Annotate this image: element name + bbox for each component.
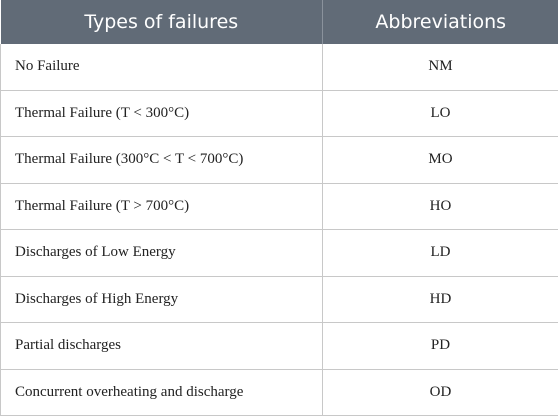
header-row: Types of failures Abbreviations — [1, 0, 558, 44]
table-row: Partial discharges PD — [1, 323, 558, 370]
table-row: Discharges of Low Energy LD — [1, 230, 558, 277]
failure-type-cell: Discharges of High Energy — [1, 276, 323, 323]
abbreviation-cell: PD — [323, 323, 558, 370]
abbreviation-cell: LD — [323, 230, 558, 277]
header-abbreviations: Abbreviations — [323, 0, 558, 44]
abbreviation-cell: MO — [323, 137, 558, 184]
abbreviation-cell: HD — [323, 276, 558, 323]
abbreviation-cell: HO — [323, 183, 558, 230]
abbreviation-cell: OD — [323, 369, 558, 416]
failure-type-cell: No Failure — [1, 44, 323, 90]
failure-type-cell: Thermal Failure (T > 700°C) — [1, 183, 323, 230]
abbreviation-cell: LO — [323, 90, 558, 137]
failure-type-cell: Partial discharges — [1, 323, 323, 370]
table-row: Thermal Failure (300°C < T < 700°C) MO — [1, 137, 558, 184]
table-row: Concurrent overheating and discharge OD — [1, 369, 558, 416]
table-row: Discharges of High Energy HD — [1, 276, 558, 323]
table-row: Thermal Failure (T < 300°C) LO — [1, 90, 558, 137]
table-row: No Failure NM — [1, 44, 558, 90]
failure-type-cell: Thermal Failure (300°C < T < 700°C) — [1, 137, 323, 184]
header-types-of-failures: Types of failures — [1, 0, 323, 44]
table-row: Thermal Failure (T > 700°C) HO — [1, 183, 558, 230]
failure-type-cell: Thermal Failure (T < 300°C) — [1, 90, 323, 137]
failure-type-cell: Concurrent overheating and discharge — [1, 369, 323, 416]
abbreviation-cell: NM — [323, 44, 558, 90]
failure-type-cell: Discharges of Low Energy — [1, 230, 323, 277]
